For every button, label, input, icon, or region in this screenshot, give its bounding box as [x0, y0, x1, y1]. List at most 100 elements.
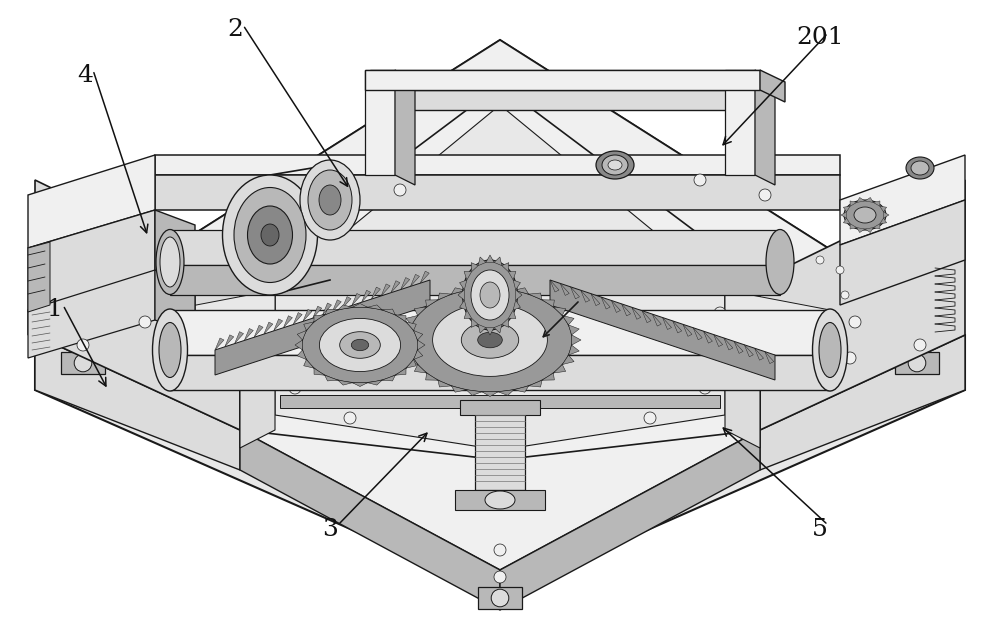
Ellipse shape: [816, 256, 824, 264]
Ellipse shape: [462, 260, 518, 330]
Polygon shape: [325, 309, 338, 315]
Polygon shape: [240, 85, 760, 460]
Ellipse shape: [849, 316, 861, 328]
Polygon shape: [843, 206, 850, 212]
Polygon shape: [35, 335, 240, 470]
Polygon shape: [391, 280, 400, 292]
Polygon shape: [406, 322, 416, 330]
Polygon shape: [155, 155, 840, 175]
Polygon shape: [662, 318, 672, 330]
Polygon shape: [295, 340, 302, 350]
Polygon shape: [406, 355, 418, 365]
Polygon shape: [714, 335, 723, 346]
Ellipse shape: [844, 352, 856, 364]
Polygon shape: [155, 270, 195, 335]
Ellipse shape: [699, 382, 711, 394]
Ellipse shape: [714, 307, 726, 319]
Ellipse shape: [694, 174, 706, 186]
Polygon shape: [570, 287, 579, 299]
Polygon shape: [464, 272, 472, 280]
Polygon shape: [170, 310, 830, 355]
Polygon shape: [352, 294, 361, 306]
Text: 4: 4: [77, 63, 93, 87]
Polygon shape: [338, 380, 352, 385]
Text: 201: 201: [796, 27, 844, 49]
Polygon shape: [61, 352, 105, 374]
Ellipse shape: [854, 207, 876, 223]
Polygon shape: [313, 306, 322, 318]
Polygon shape: [725, 280, 760, 448]
Polygon shape: [215, 338, 224, 350]
Polygon shape: [880, 206, 887, 212]
Polygon shape: [841, 212, 846, 218]
Ellipse shape: [496, 416, 504, 424]
Polygon shape: [513, 300, 520, 310]
Ellipse shape: [248, 206, 292, 264]
Polygon shape: [471, 263, 478, 272]
Ellipse shape: [139, 316, 151, 328]
Polygon shape: [508, 310, 516, 318]
Polygon shape: [293, 313, 302, 325]
Polygon shape: [464, 310, 472, 318]
Polygon shape: [28, 242, 50, 312]
Polygon shape: [280, 260, 720, 270]
Ellipse shape: [478, 332, 502, 348]
Polygon shape: [466, 390, 482, 396]
Polygon shape: [235, 332, 244, 344]
Polygon shape: [568, 345, 579, 355]
Polygon shape: [895, 352, 939, 374]
Polygon shape: [486, 328, 494, 335]
Ellipse shape: [160, 237, 180, 287]
Polygon shape: [304, 322, 314, 330]
Polygon shape: [734, 341, 743, 353]
Polygon shape: [274, 319, 283, 331]
Ellipse shape: [724, 274, 736, 286]
Polygon shape: [542, 300, 554, 307]
Polygon shape: [857, 228, 865, 232]
Polygon shape: [244, 329, 253, 341]
Polygon shape: [550, 280, 775, 380]
Polygon shape: [683, 324, 692, 336]
Polygon shape: [240, 280, 275, 448]
Polygon shape: [395, 315, 406, 322]
Polygon shape: [765, 351, 774, 363]
Polygon shape: [325, 375, 338, 381]
Ellipse shape: [152, 309, 188, 391]
Polygon shape: [395, 368, 406, 375]
Ellipse shape: [222, 175, 318, 295]
Polygon shape: [368, 305, 382, 310]
Polygon shape: [591, 294, 600, 306]
Polygon shape: [314, 368, 325, 375]
Polygon shape: [873, 201, 880, 206]
Ellipse shape: [319, 185, 341, 215]
Polygon shape: [401, 345, 412, 355]
Polygon shape: [482, 284, 498, 288]
Polygon shape: [466, 285, 482, 291]
Polygon shape: [542, 373, 554, 380]
Polygon shape: [382, 309, 395, 315]
Ellipse shape: [408, 288, 572, 392]
Ellipse shape: [308, 170, 352, 230]
Ellipse shape: [814, 339, 826, 351]
Polygon shape: [494, 324, 502, 333]
Text: 3: 3: [322, 518, 338, 541]
Polygon shape: [478, 257, 486, 266]
Ellipse shape: [486, 404, 494, 412]
Polygon shape: [414, 307, 427, 315]
Polygon shape: [283, 316, 292, 328]
Polygon shape: [471, 318, 478, 327]
Polygon shape: [368, 380, 382, 385]
Ellipse shape: [344, 412, 356, 424]
Polygon shape: [494, 257, 502, 266]
Polygon shape: [865, 228, 873, 232]
Polygon shape: [352, 383, 368, 387]
Ellipse shape: [812, 309, 848, 391]
Polygon shape: [438, 380, 451, 387]
Ellipse shape: [914, 339, 926, 351]
Polygon shape: [502, 263, 509, 272]
Polygon shape: [500, 430, 760, 610]
Ellipse shape: [494, 544, 506, 556]
Ellipse shape: [77, 339, 89, 351]
Polygon shape: [652, 314, 661, 326]
Text: 2: 2: [227, 18, 243, 42]
